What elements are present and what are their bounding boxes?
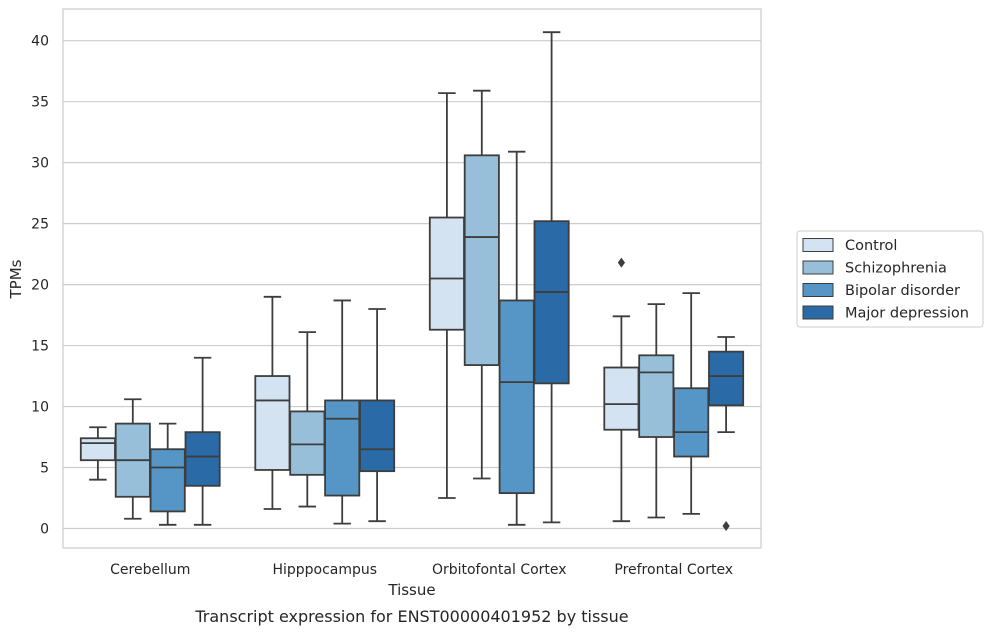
- legend-swatch: [802, 238, 834, 252]
- y-tick-label: 5: [40, 461, 49, 477]
- y-axis-label: TPMs: [7, 259, 25, 299]
- y-tick-label: 15: [31, 339, 49, 355]
- box-group: [184, 356, 221, 526]
- box-group: [289, 331, 326, 508]
- box-group: [533, 31, 570, 524]
- box-group: [673, 292, 710, 515]
- y-tick-label: 25: [31, 217, 49, 233]
- box: [359, 399, 396, 473]
- y-tick-label: 10: [31, 400, 49, 416]
- box: [533, 220, 570, 385]
- boxes: [79, 31, 745, 532]
- box: [289, 410, 326, 476]
- box-group: [428, 92, 465, 499]
- legend-swatch: [802, 305, 834, 320]
- box: [324, 399, 361, 497]
- x-tick-label: Cerebellum: [110, 562, 190, 578]
- y-axis-ticks: 0 5 10 15 20 25 30 35 40: [31, 34, 49, 538]
- box-group: [359, 308, 396, 523]
- box-group: [324, 299, 361, 525]
- x-tick-label: Orbitofontal Cortex: [432, 562, 567, 578]
- box-group: [114, 398, 151, 520]
- legend-label: Bipolar disorder: [845, 283, 960, 299]
- legend-swatch: [802, 260, 834, 275]
- box: [254, 375, 291, 471]
- box-group: [79, 426, 116, 481]
- box-group: [463, 89, 500, 480]
- box-group: [498, 150, 535, 526]
- box: [673, 387, 710, 458]
- chart-caption: Transcript expression for ENST0000040195…: [194, 607, 628, 626]
- box-group: [149, 422, 186, 526]
- x-tick-label: Prefrontal Cortex: [614, 562, 733, 578]
- y-tick-label: 0: [40, 521, 49, 537]
- legend-label: Schizophrenia: [845, 261, 947, 277]
- box: [184, 431, 221, 487]
- box: [603, 366, 640, 431]
- box-group: [638, 303, 675, 519]
- x-axis-label: Tissue: [387, 581, 435, 599]
- y-tick-label: 40: [31, 34, 49, 50]
- y-tick-label: 35: [31, 95, 49, 111]
- legend-label: Control: [845, 238, 897, 254]
- box-group: [708, 336, 745, 532]
- plot-area-frame: [62, 8, 762, 549]
- legend-items: Control Schizophrenia Bipolar disorder Majo…: [802, 238, 969, 322]
- x-tick-label: Hipppocampus: [272, 562, 377, 578]
- outlier-point: [722, 521, 730, 532]
- y-tick-label: 30: [31, 156, 49, 172]
- legend: Control Schizophrenia Bipolar disorder Majo…: [796, 230, 984, 328]
- outlier-point: [617, 257, 625, 268]
- legend-frame: [796, 230, 984, 328]
- box: [428, 216, 465, 331]
- y-tick-label: 20: [31, 278, 49, 294]
- box: [708, 350, 745, 407]
- box-group: [254, 295, 291, 510]
- box-group: [603, 257, 640, 523]
- box: [638, 354, 675, 438]
- box: [498, 299, 535, 495]
- box: [149, 448, 186, 513]
- legend-label: Major depression: [845, 306, 969, 322]
- box: [463, 154, 500, 366]
- x-axis-ticks: Cerebellum Hipppocampus Orbitofontal Corte…: [110, 562, 733, 578]
- box: [79, 437, 116, 462]
- legend-swatch: [802, 283, 834, 297]
